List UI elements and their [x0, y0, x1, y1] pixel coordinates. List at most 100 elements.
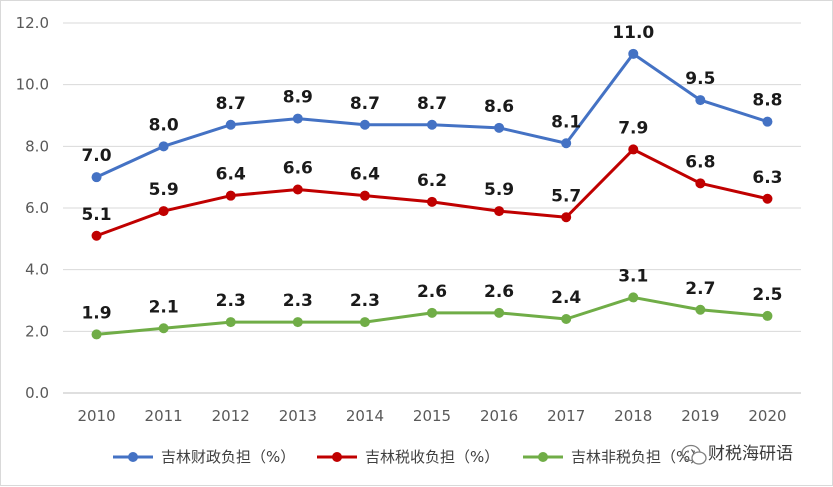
y-tick-label: 10.0 [16, 76, 49, 94]
data-label: 11.0 [612, 23, 654, 43]
data-point [561, 314, 572, 324]
series-line [96, 147, 768, 238]
legend-marker [538, 452, 548, 462]
data-label: 6.4 [216, 165, 246, 185]
data-point [158, 323, 169, 334]
data-point [359, 317, 370, 328]
data-point [225, 190, 236, 201]
data-point [762, 193, 773, 204]
data-label: 8.8 [752, 91, 782, 111]
x-tick-label: 2015 [413, 407, 451, 425]
gridlines [63, 22, 801, 332]
data-label: 2.3 [216, 291, 246, 311]
data-label: 5.7 [551, 186, 581, 206]
data-label: 8.7 [216, 94, 246, 114]
legend-marker [128, 452, 138, 462]
watermark: 财税海研语 [681, 444, 793, 465]
y-tick-label: 12.0 [16, 14, 49, 32]
data-point [359, 119, 370, 130]
data-point [628, 292, 639, 303]
data-point [494, 206, 505, 217]
data-label: 2.3 [283, 291, 313, 311]
data-label: 2.5 [752, 285, 782, 305]
series-line [95, 52, 768, 179]
x-tick-label: 2020 [748, 407, 786, 425]
x-tick-label: 2013 [279, 407, 317, 425]
data-label: 8.6 [484, 97, 514, 117]
data-point [561, 138, 572, 149]
y-tick-label: 0.0 [25, 384, 49, 402]
data-point [494, 122, 505, 133]
x-tick-label: 2016 [480, 407, 518, 425]
data-point [359, 190, 370, 201]
data-label: 2.6 [417, 282, 447, 302]
data-label: 2.4 [551, 288, 581, 308]
data-point [762, 116, 773, 127]
axes: 0.0 2.0 4.0 6.0 8.0 10.0 12.0 2010 2011 2012 2013 2… [16, 14, 801, 425]
data-label: 9.5 [685, 69, 715, 89]
data-label: 5.1 [81, 205, 111, 225]
x-tick-label: 2014 [346, 407, 384, 425]
data-label: 8.0 [149, 115, 179, 135]
data-label: 2.1 [149, 297, 179, 317]
y-tick-label: 8.0 [25, 137, 49, 155]
watermark-text: 财税海研语 [708, 444, 793, 464]
legend: 吉林财政负担（%） 吉林税收负担（%） 吉林非税负担（%） [113, 448, 705, 466]
data-label: 7.0 [81, 146, 111, 166]
data-label: 7.9 [618, 118, 648, 138]
data-point [695, 95, 706, 106]
x-tick-label: 2011 [145, 407, 183, 425]
data-label: 1.9 [81, 303, 111, 323]
x-tick-label: 2017 [547, 407, 585, 425]
wechat-icon [681, 444, 707, 465]
legend-label: 吉林非税负担（%） [571, 448, 705, 466]
data-label: 5.9 [149, 180, 179, 200]
data-labels: 7.0 8.0 8.7 8.9 8.7 8.7 8.6 8.1 11.0 9.5 8.8 5.1 5.9… [81, 23, 782, 324]
data-label: 2.7 [685, 279, 715, 299]
data-label: 5.9 [484, 180, 514, 200]
data-label: 6.4 [350, 165, 380, 185]
x-tick-label: 2012 [212, 407, 250, 425]
data-point [91, 329, 102, 340]
data-label: 8.7 [350, 94, 380, 114]
data-point [695, 178, 706, 189]
data-label: 8.1 [551, 112, 581, 132]
data-point [91, 230, 102, 241]
y-tick-label: 6.0 [25, 199, 49, 217]
data-label: 2.6 [484, 282, 514, 302]
data-point [292, 184, 303, 195]
data-point [561, 212, 572, 223]
data-point [494, 307, 505, 318]
x-tick-label: 2018 [614, 407, 652, 425]
data-point [628, 48, 639, 59]
data-point [158, 141, 169, 152]
legend-label: 吉林税收负担（%） [365, 448, 499, 466]
data-point [427, 196, 437, 207]
data-point [225, 317, 236, 328]
series-lines [91, 48, 773, 340]
data-point [158, 206, 169, 217]
data-label: 8.9 [283, 88, 313, 108]
data-point [695, 304, 706, 315]
legend-marker [332, 452, 342, 462]
data-point [292, 317, 303, 328]
data-label: 6.6 [283, 159, 313, 179]
data-point [628, 144, 639, 155]
data-label: 3.1 [618, 266, 648, 286]
data-point [91, 172, 102, 183]
x-tick-label: 2019 [681, 407, 719, 425]
legend-label: 吉林财政负担（%） [161, 448, 295, 466]
data-label: 2.3 [350, 291, 380, 311]
data-point [427, 307, 437, 318]
data-point [762, 310, 773, 321]
data-label: 8.7 [417, 94, 447, 114]
x-tick-label: 2010 [77, 407, 115, 425]
data-label: 6.8 [685, 152, 715, 172]
data-point [225, 119, 236, 130]
data-label: 6.2 [417, 171, 447, 191]
data-point [292, 113, 303, 124]
data-point [427, 119, 437, 130]
y-tick-label: 2.0 [25, 322, 49, 340]
